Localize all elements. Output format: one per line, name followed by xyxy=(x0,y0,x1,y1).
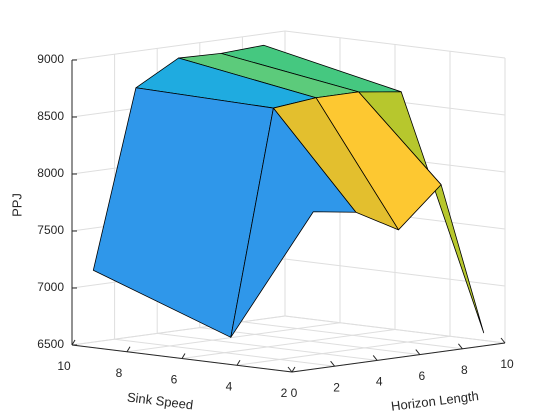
x-tick xyxy=(126,346,131,353)
z-tick-label: 8000 xyxy=(37,166,64,180)
x-tick-label: 2 xyxy=(281,386,288,400)
y-tick-label: 8 xyxy=(461,363,468,377)
y-tick-label: 4 xyxy=(376,375,383,389)
x-tick xyxy=(291,366,296,373)
x-axis-label: Sink Speed xyxy=(126,389,194,412)
surface xyxy=(92,44,485,338)
grid-line xyxy=(284,30,506,59)
z-tick-label: 6500 xyxy=(37,337,64,351)
z-axis-label: PPJ xyxy=(9,193,24,217)
x-tick-label: 4 xyxy=(226,379,233,393)
surface-face xyxy=(230,107,357,338)
grid-line xyxy=(242,321,463,350)
grid-line xyxy=(114,338,335,367)
grid-line xyxy=(199,327,420,356)
z-tick-label: 7000 xyxy=(37,280,64,294)
y-tick-label: 0 xyxy=(291,386,298,400)
grid-line xyxy=(126,322,341,353)
y-tick xyxy=(458,343,463,350)
y-tick-label: 10 xyxy=(500,357,514,371)
y-tick-label: 2 xyxy=(333,380,340,394)
y-axis-label: Horizon Length xyxy=(390,388,479,414)
grid-line xyxy=(284,315,506,344)
x-tick-label: 8 xyxy=(116,366,123,380)
z-tick-label: 9000 xyxy=(37,52,64,66)
y-tick xyxy=(372,355,378,361)
y-tick xyxy=(330,360,335,367)
z-tick-label: 7500 xyxy=(37,223,64,237)
grid-line xyxy=(157,332,378,361)
z-tick-label: 8500 xyxy=(37,109,64,123)
y-tick xyxy=(287,366,293,373)
y-tick xyxy=(415,349,421,355)
y-axis xyxy=(291,342,506,373)
x-tick xyxy=(71,339,76,346)
x-tick-label: 6 xyxy=(171,373,178,387)
grid-line xyxy=(236,335,451,366)
x-tick-label: 10 xyxy=(57,359,71,373)
x-tick xyxy=(181,353,186,359)
y-tick xyxy=(500,337,506,344)
grid-line xyxy=(71,315,286,346)
y-tick-label: 6 xyxy=(418,369,425,383)
grid-line xyxy=(71,30,286,61)
x-tick xyxy=(236,359,241,366)
grid-line xyxy=(181,329,396,359)
